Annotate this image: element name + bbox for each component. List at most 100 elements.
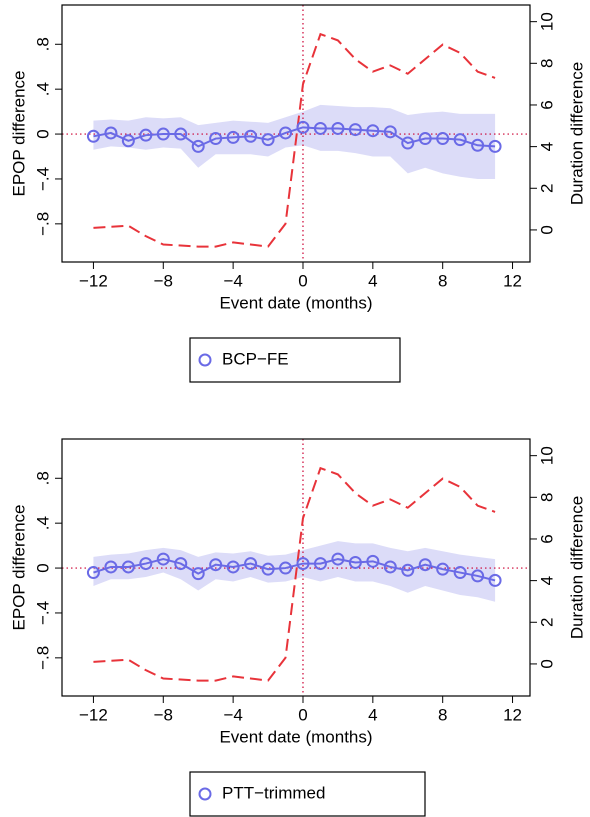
y2-axis-title: Duration difference bbox=[567, 62, 586, 205]
series-marker bbox=[121, 560, 135, 574]
confidence-band bbox=[93, 104, 496, 179]
series-marker bbox=[261, 562, 275, 576]
plot-frame bbox=[61, 438, 531, 697]
series-marker bbox=[191, 139, 205, 153]
series-marker bbox=[86, 129, 100, 143]
y-tick-label: −.4 bbox=[33, 601, 52, 625]
series-marker bbox=[401, 136, 415, 150]
series-marker bbox=[418, 558, 432, 572]
series-marker bbox=[191, 567, 205, 581]
series-marker bbox=[174, 557, 188, 571]
series-marker bbox=[331, 552, 345, 566]
series-marker bbox=[244, 129, 258, 143]
legend-marker bbox=[198, 787, 212, 801]
y-axis-title: EPOP difference bbox=[9, 70, 28, 196]
series-marker bbox=[261, 133, 275, 147]
y2-tick-label: 4 bbox=[537, 576, 556, 585]
plot-frame bbox=[61, 4, 531, 263]
series-marker bbox=[139, 128, 153, 142]
y-tick-label: 0 bbox=[33, 129, 52, 138]
series-marker bbox=[156, 552, 170, 566]
series-marker bbox=[226, 560, 240, 574]
y-tick-label: .8 bbox=[33, 471, 52, 485]
series-marker bbox=[331, 121, 345, 135]
series-marker bbox=[436, 562, 450, 576]
series-marker bbox=[383, 560, 397, 574]
legend-marker bbox=[198, 353, 212, 367]
y-axis-title: EPOP difference bbox=[9, 504, 28, 630]
y-tick-label: .8 bbox=[33, 37, 52, 51]
series-marker bbox=[139, 557, 153, 571]
y2-tick-label: 2 bbox=[537, 618, 556, 627]
y-tick-label: −.4 bbox=[33, 167, 52, 191]
x-tick-label: −12 bbox=[79, 705, 108, 724]
series-marker bbox=[156, 127, 170, 141]
y2-tick-label: 10 bbox=[537, 12, 556, 31]
x-axis-title: Event date (months) bbox=[219, 293, 372, 312]
series-marker bbox=[226, 130, 240, 144]
duration-line bbox=[93, 32, 496, 248]
y2-tick-label: 2 bbox=[537, 184, 556, 193]
confidence-band bbox=[93, 541, 496, 602]
series-marker bbox=[296, 120, 310, 134]
series-marker bbox=[453, 133, 467, 147]
series-marker bbox=[366, 124, 380, 138]
series-marker bbox=[209, 558, 223, 572]
x-tick-label: 4 bbox=[368, 271, 377, 290]
series-marker bbox=[244, 557, 258, 571]
series-marker bbox=[279, 561, 293, 575]
series-marker bbox=[313, 121, 327, 135]
series-marker bbox=[488, 139, 502, 153]
y2-tick-label: 4 bbox=[537, 142, 556, 151]
y-tick-label: 0 bbox=[33, 563, 52, 572]
x-tick-label: 4 bbox=[368, 705, 377, 724]
y-tick-label: .4 bbox=[33, 82, 52, 96]
series-marker bbox=[348, 123, 362, 137]
x-axis-title: Event date (months) bbox=[219, 727, 372, 746]
y-tick-label: .4 bbox=[33, 516, 52, 530]
y-tick-label: −.8 bbox=[33, 212, 52, 236]
series-marker bbox=[86, 566, 100, 580]
series-marker bbox=[296, 557, 310, 571]
series-marker bbox=[104, 560, 118, 574]
x-tick-label: 12 bbox=[503, 705, 522, 724]
x-tick-label: −4 bbox=[223, 271, 242, 290]
series-line bbox=[93, 558, 496, 582]
series-marker bbox=[436, 132, 450, 146]
series-marker bbox=[209, 132, 223, 146]
legend-label: BCP−FE bbox=[222, 349, 289, 368]
y2-tick-label: 6 bbox=[537, 100, 556, 109]
x-tick-label: −8 bbox=[154, 705, 173, 724]
series-marker bbox=[174, 127, 188, 141]
y2-tick-label: 0 bbox=[537, 659, 556, 668]
y2-tick-label: 0 bbox=[537, 225, 556, 234]
y-tick-label: −.8 bbox=[33, 646, 52, 670]
series-marker bbox=[383, 125, 397, 139]
y2-axis-title: Duration difference bbox=[567, 496, 586, 639]
x-tick-label: −4 bbox=[223, 705, 242, 724]
series-marker bbox=[418, 132, 432, 146]
y2-tick-label: 8 bbox=[537, 59, 556, 68]
y2-tick-label: 6 bbox=[537, 534, 556, 543]
x-tick-label: 0 bbox=[298, 271, 307, 290]
duration-line bbox=[93, 466, 496, 682]
series-marker bbox=[471, 569, 485, 583]
legend-box bbox=[189, 337, 401, 383]
legend-box bbox=[189, 771, 426, 817]
series-marker bbox=[313, 557, 327, 571]
x-tick-label: 12 bbox=[503, 271, 522, 290]
y2-tick-label: 8 bbox=[537, 493, 556, 502]
series-marker bbox=[121, 134, 135, 148]
series-marker bbox=[471, 138, 485, 152]
x-tick-label: 0 bbox=[298, 705, 307, 724]
x-tick-label: 8 bbox=[438, 705, 447, 724]
y2-tick-label: 10 bbox=[537, 446, 556, 465]
x-tick-label: 8 bbox=[438, 271, 447, 290]
series-marker bbox=[348, 555, 362, 569]
series-marker bbox=[366, 554, 380, 568]
series-marker bbox=[453, 566, 467, 580]
x-tick-label: −8 bbox=[154, 271, 173, 290]
series-marker bbox=[488, 573, 502, 587]
